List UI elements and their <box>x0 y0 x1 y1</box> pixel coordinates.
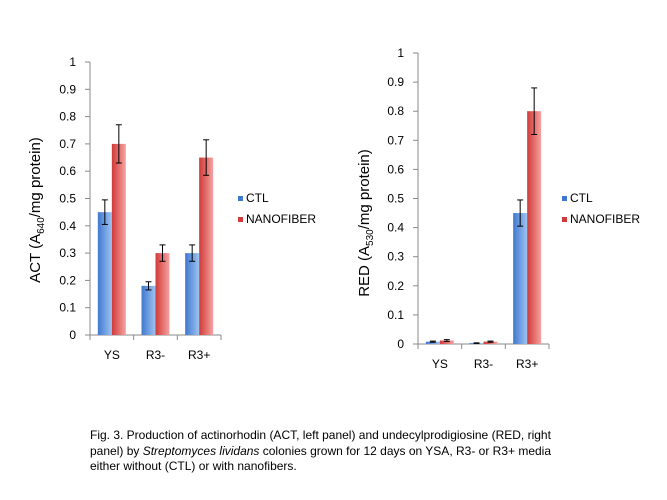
y-tick-label: 0.2 <box>59 273 76 287</box>
bar-nanofiber <box>483 341 498 344</box>
y-axis-label: ACT (A640/mg protein) <box>27 137 47 283</box>
y-tick-label: 0.6 <box>387 162 404 176</box>
legend-label-nanofiber: NANOFIBER <box>570 212 640 226</box>
y-axis-label-main: RED (A <box>356 246 373 297</box>
y-tick-label: 0.3 <box>59 246 76 260</box>
x-tick-label: R3+ <box>516 357 538 371</box>
bar-ctl <box>185 253 200 335</box>
bar-ctl <box>513 213 528 344</box>
y-tick-label: 0.5 <box>59 192 76 206</box>
figure-caption: Fig. 3. Production of actinorhodin (ACT,… <box>90 428 560 475</box>
y-tick-label: 0.8 <box>387 104 404 118</box>
legend-swatch-nanofiber <box>238 217 243 222</box>
bar-nanofiber <box>527 111 542 344</box>
caption-species: Streptomyces lividans <box>142 443 260 458</box>
y-axis-label: RED (A530/mg protein) <box>356 149 376 297</box>
x-tick-label: R3+ <box>188 348 210 362</box>
y-tick-label: 0.7 <box>387 133 404 147</box>
y-tick-label: 0.4 <box>387 221 404 235</box>
y-axis-label-main: ACT (A <box>27 234 44 283</box>
caption-text-1: Fig. 3. Production of actinorhodin (ACT,… <box>90 428 551 458</box>
y-axis-label-tail: /mg protein) <box>356 149 373 229</box>
y-axis-label-subscript: 640 <box>36 217 47 234</box>
y-tick-label: 0 <box>69 328 76 342</box>
x-tick-label: R3- <box>146 348 165 362</box>
x-tick-label: YS <box>432 357 448 371</box>
bar-nanofiber <box>439 340 454 344</box>
legend-label-ctl: CTL <box>246 191 269 205</box>
y-tick-label: 0.1 <box>59 301 76 315</box>
legend-swatch-ctl <box>238 196 243 201</box>
y-tick-label: 0.5 <box>387 192 404 206</box>
legend-label-nanofiber: NANOFIBER <box>246 212 316 226</box>
y-tick-label: 0.9 <box>387 75 404 89</box>
act-chart: 0 0.1 0.2 0.3 0.4 0.5 0.6 0.7 0.8 0.9 1 YS R3- R3+ ACT… <box>27 55 316 362</box>
legend-swatch-ctl <box>562 196 567 201</box>
red-chart: 0 0.1 0.2 0.3 0.4 0.5 0.6 0.7 0.8 0.9 1 YS R3- R3+ RED… <box>356 46 640 371</box>
y-tick-label: 0.1 <box>387 308 404 322</box>
y-tick-label: 1 <box>397 46 404 60</box>
bar-ctl <box>97 212 112 335</box>
legend-swatch-nanofiber <box>562 217 567 222</box>
y-tick-label: 0 <box>397 337 404 351</box>
y-tick-label: 0.9 <box>59 82 76 96</box>
bar-nanofiber <box>199 157 214 335</box>
bar-ctl <box>425 341 440 344</box>
y-axis-label-subscript: 530 <box>365 229 376 246</box>
bar-ctl <box>141 285 156 335</box>
bar-nanofiber <box>111 143 126 335</box>
caption-text-2: colonies grown for 12 days on YSA, R3- o… <box>90 443 552 474</box>
bar-nanofiber <box>155 253 170 335</box>
x-tick-label: R3- <box>474 357 493 371</box>
legend-label-ctl: CTL <box>570 191 593 205</box>
y-tick-label: 1 <box>69 55 76 69</box>
x-tick-label: YS <box>104 348 120 362</box>
y-tick-label: 0.4 <box>59 219 76 233</box>
y-tick-label: 0.3 <box>387 250 404 264</box>
y-tick-label: 0.8 <box>59 110 76 124</box>
y-tick-label: 0.2 <box>387 279 404 293</box>
y-tick-label: 0.7 <box>59 137 76 151</box>
y-tick-label: 0.6 <box>59 164 76 178</box>
y-axis-label-tail: /mg protein) <box>27 137 44 217</box>
